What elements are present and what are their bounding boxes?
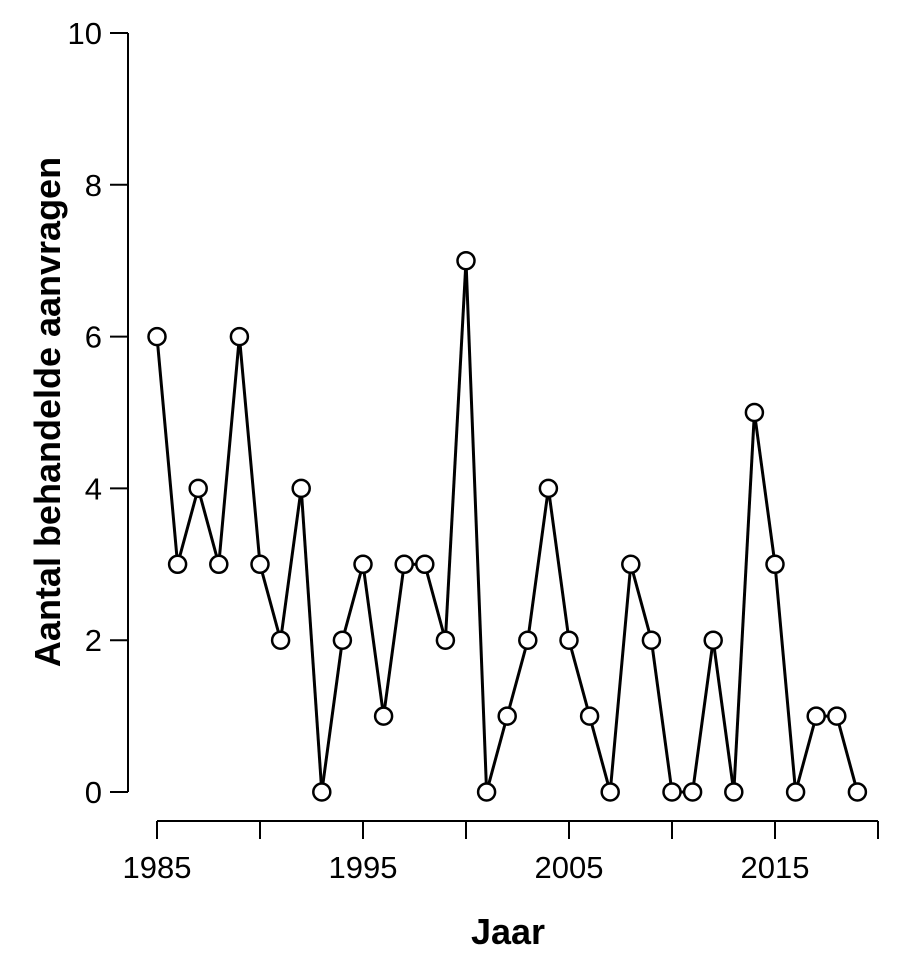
- data-point: [621, 554, 641, 575]
- x-tick-label: 2005: [535, 850, 604, 885]
- y-tick-label: 0: [85, 775, 102, 810]
- data-point: [518, 630, 538, 650]
- data-point: [641, 630, 662, 650]
- series-line-segment: [383, 573, 405, 708]
- series-line-segment: [754, 421, 776, 556]
- data-point: [415, 554, 435, 575]
- data-point: [353, 554, 373, 575]
- series-line-segment: [527, 497, 549, 632]
- series-line-segment: [631, 572, 651, 632]
- data-point: [312, 782, 332, 802]
- data-point: [785, 782, 806, 802]
- series-line-segment: [444, 269, 468, 632]
- series-line-segment: [343, 572, 363, 632]
- y-tick-label: 8: [85, 168, 102, 203]
- series-line-segment: [796, 724, 816, 784]
- series-line-segment: [362, 573, 384, 708]
- series-line-segment: [651, 648, 673, 784]
- data-point: [476, 782, 497, 802]
- data-point: [765, 554, 785, 575]
- data-point: [600, 782, 620, 802]
- data-point: [827, 706, 847, 726]
- data-point: [435, 630, 456, 650]
- data-point: [373, 706, 394, 726]
- series-line-segment: [774, 573, 797, 784]
- data-point: [209, 554, 229, 575]
- series-line-segment: [464, 269, 488, 784]
- y-tick-label: 6: [85, 320, 102, 355]
- data-point: [744, 402, 765, 423]
- data-point: [559, 630, 579, 650]
- data-point: [394, 554, 414, 575]
- plot-area: [147, 250, 868, 802]
- series-line-segment: [487, 724, 507, 784]
- data-point: [229, 326, 250, 347]
- series-line-segment: [590, 724, 610, 784]
- series-line-segment: [199, 496, 218, 557]
- series-line-segment: [260, 572, 280, 632]
- data-point: [250, 554, 270, 575]
- y-axis: 0 2 4 6 8 10: [68, 16, 129, 810]
- series-line-segment: [300, 497, 323, 784]
- series-line-segment: [712, 648, 735, 784]
- data-point: [724, 782, 744, 802]
- x-tick-label: 1985: [123, 850, 192, 885]
- series-line-segment: [321, 648, 343, 784]
- x-axis-title: Jaar: [471, 911, 545, 952]
- data-point: [188, 478, 208, 499]
- data-point: [167, 554, 188, 575]
- series-line-segment: [569, 648, 589, 708]
- series-line-segment: [692, 648, 714, 784]
- series-line-segment: [732, 421, 756, 784]
- series-line-segment: [548, 497, 570, 632]
- y-tick-label: 2: [85, 623, 102, 658]
- data-point: [332, 630, 353, 650]
- series-line-segment: [156, 345, 179, 556]
- series-line-segment: [218, 345, 241, 556]
- data-point: [291, 478, 311, 499]
- x-tick-label: 1995: [329, 850, 398, 885]
- series-line-segment: [609, 573, 632, 784]
- data-point: [497, 706, 517, 726]
- data-point: [806, 706, 826, 726]
- y-axis-title: Aantal behandelde aanvragen: [27, 157, 68, 667]
- data-point: [270, 630, 291, 650]
- series-line-segment: [508, 648, 527, 708]
- data-point: [703, 630, 723, 650]
- series-line-segment: [178, 496, 198, 557]
- y-tick-label: 4: [85, 471, 102, 506]
- x-axis: 1985 1995 2005 2015: [123, 820, 879, 885]
- data-point: [847, 782, 868, 802]
- data-point: [456, 250, 476, 271]
- series-line-segment: [280, 497, 302, 632]
- data-point: [579, 706, 600, 726]
- data-point: [662, 782, 682, 802]
- data-point: [147, 326, 167, 347]
- y-tick-label: 10: [68, 16, 102, 51]
- series-line-segment: [238, 345, 261, 556]
- data-point: [682, 782, 703, 802]
- series-line-segment: [837, 724, 857, 784]
- series-line-segment: [425, 572, 445, 632]
- x-tick-label: 2015: [741, 850, 810, 885]
- data-point: [538, 478, 559, 499]
